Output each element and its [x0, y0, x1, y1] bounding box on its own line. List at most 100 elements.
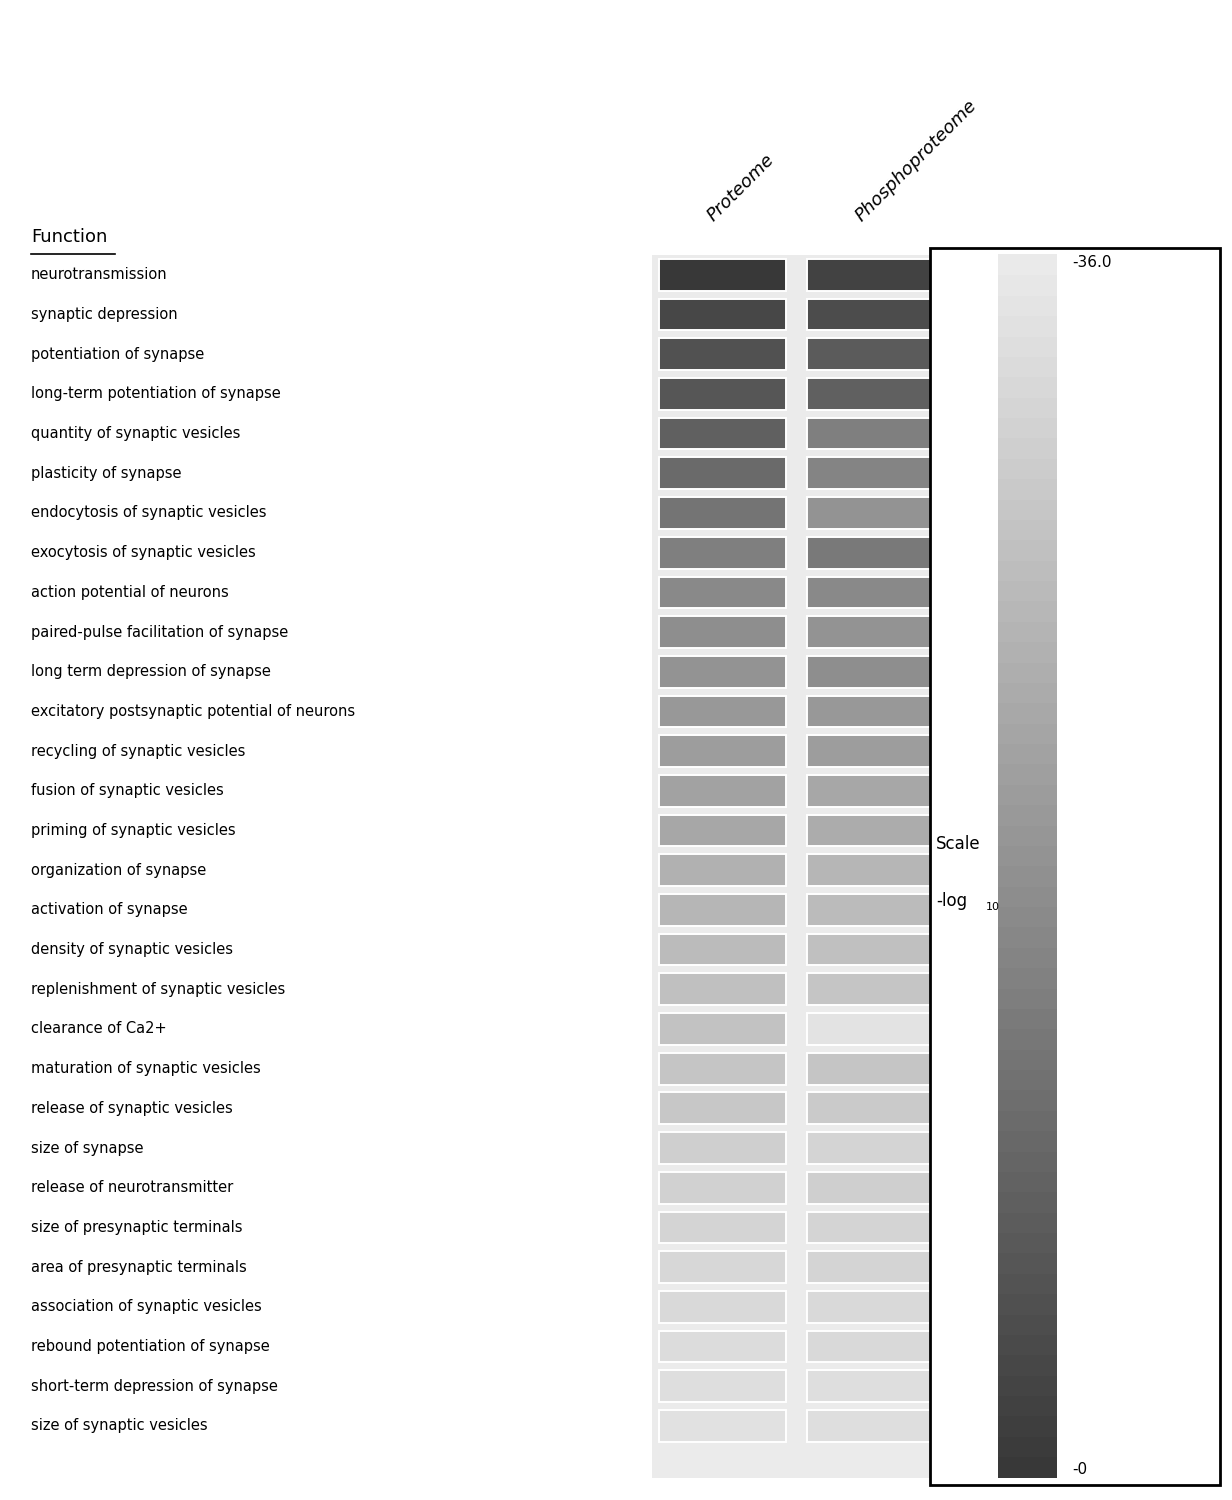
Bar [659, 537, 786, 568]
Text: recycling of synaptic vesicles: recycling of synaptic vesicles [31, 744, 245, 759]
Bar [998, 1070, 1057, 1090]
Bar [998, 538, 1057, 561]
Text: Proteome: Proteome [703, 152, 777, 225]
Bar [807, 616, 934, 648]
Bar [659, 1132, 786, 1164]
Bar [659, 1330, 786, 1362]
Text: long term depression of synapse: long term depression of synapse [31, 664, 271, 680]
Text: 10: 10 [986, 902, 999, 912]
Bar [930, 248, 1220, 1485]
Bar [998, 1089, 1057, 1110]
Bar [998, 927, 1057, 948]
Bar [998, 1048, 1057, 1070]
Bar [998, 274, 1057, 296]
Bar [998, 1314, 1057, 1335]
Bar [998, 702, 1057, 723]
Bar [807, 1212, 934, 1243]
Bar [807, 735, 934, 766]
Bar [659, 458, 786, 489]
Text: synaptic depression: synaptic depression [31, 308, 177, 322]
Text: short-term depression of synapse: short-term depression of synapse [31, 1378, 277, 1394]
Bar [998, 1456, 1057, 1478]
Bar [998, 580, 1057, 602]
Text: long-term potentiation of synapse: long-term potentiation of synapse [31, 387, 281, 402]
Bar [807, 1053, 934, 1084]
Bar [998, 376, 1057, 398]
Bar [659, 298, 786, 330]
Bar [998, 417, 1057, 438]
Bar [998, 946, 1057, 968]
Bar [659, 1092, 786, 1124]
Bar [659, 776, 786, 807]
Bar [807, 1371, 934, 1402]
Bar [998, 560, 1057, 580]
Bar [807, 458, 934, 489]
Bar [659, 1251, 786, 1282]
Text: excitatory postsynaptic potential of neurons: excitatory postsynaptic potential of neu… [31, 704, 355, 718]
Bar [998, 498, 1057, 520]
Text: activation of synapse: activation of synapse [31, 903, 187, 918]
Bar [998, 438, 1057, 459]
Text: replenishment of synaptic vesicles: replenishment of synaptic vesicles [31, 982, 285, 998]
Bar [998, 865, 1057, 886]
Bar [659, 815, 786, 846]
Text: association of synaptic vesicles: association of synaptic vesicles [31, 1299, 261, 1314]
Bar [998, 294, 1057, 316]
Bar [998, 968, 1057, 988]
Bar [998, 1008, 1057, 1029]
Bar [998, 783, 1057, 806]
Bar [998, 1110, 1057, 1131]
Text: clearance of Ca2+: clearance of Ca2+ [31, 1022, 166, 1036]
Bar [807, 855, 934, 886]
Bar [807, 696, 934, 728]
Bar [998, 1150, 1057, 1172]
Bar [998, 742, 1057, 765]
Text: release of synaptic vesicles: release of synaptic vesicles [31, 1101, 233, 1116]
Bar [659, 1172, 786, 1203]
Bar [998, 315, 1057, 336]
Bar [998, 1354, 1057, 1376]
Bar [659, 735, 786, 766]
Bar [998, 1212, 1057, 1233]
Text: rebound potentiation of synapse: rebound potentiation of synapse [31, 1340, 270, 1354]
Text: size of presynaptic terminals: size of presynaptic terminals [31, 1220, 243, 1234]
Bar [807, 260, 934, 291]
Text: -0: -0 [1072, 1462, 1087, 1478]
Bar [659, 974, 786, 1005]
Bar [998, 1272, 1057, 1294]
Bar [807, 894, 934, 926]
Bar [998, 662, 1057, 682]
Bar [659, 339, 786, 370]
Text: neurotransmission: neurotransmission [31, 267, 168, 282]
Bar [807, 776, 934, 807]
Bar [659, 855, 786, 886]
Bar [659, 260, 786, 291]
Bar [998, 519, 1057, 540]
Bar [998, 600, 1057, 621]
Bar [998, 906, 1057, 927]
Bar [807, 656, 934, 687]
Text: Phosphoproteome: Phosphoproteome [851, 96, 981, 225]
Text: Scale: Scale [936, 834, 981, 852]
Text: density of synaptic vesicles: density of synaptic vesicles [31, 942, 233, 957]
Bar [659, 933, 786, 966]
Text: maturation of synaptic vesicles: maturation of synaptic vesicles [31, 1060, 260, 1076]
Text: potentiation of synapse: potentiation of synapse [31, 346, 205, 362]
Bar [807, 815, 934, 846]
Bar [659, 656, 786, 687]
Bar [998, 640, 1057, 663]
Bar [807, 1132, 934, 1164]
Bar [659, 1371, 786, 1402]
Bar [807, 1172, 934, 1203]
Bar [998, 1395, 1057, 1416]
Bar [998, 682, 1057, 703]
Bar [998, 1172, 1057, 1192]
Text: fusion of synaptic vesicles: fusion of synaptic vesicles [31, 783, 223, 798]
Bar [998, 1232, 1057, 1254]
Bar [998, 1374, 1057, 1396]
Bar [807, 298, 934, 330]
Bar [807, 576, 934, 609]
Bar [998, 723, 1057, 744]
Bar [807, 1251, 934, 1282]
Text: -36.0: -36.0 [1072, 255, 1111, 270]
